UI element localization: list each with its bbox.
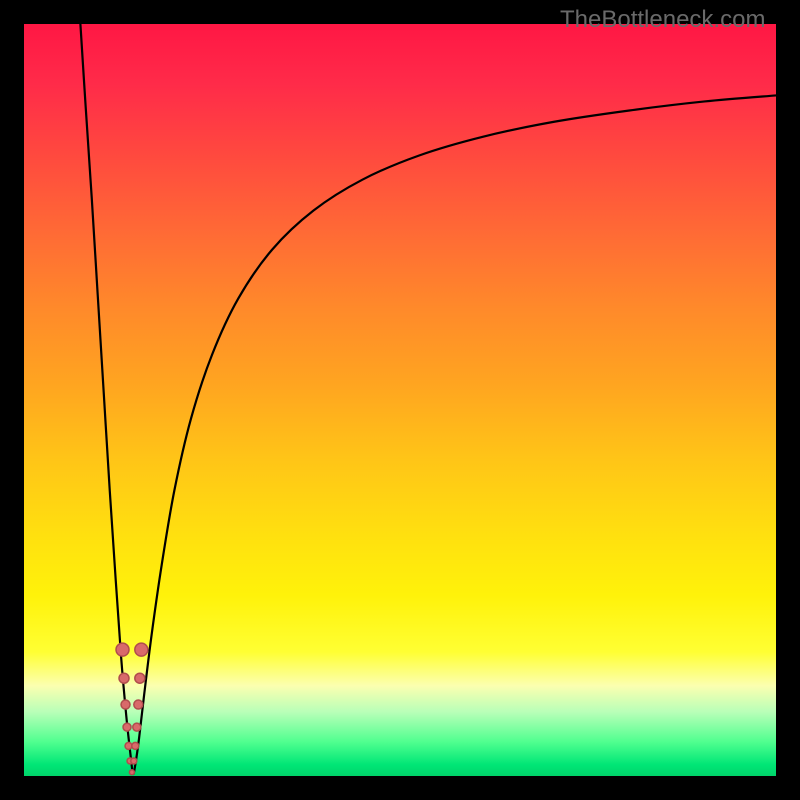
marker-dot (131, 758, 137, 764)
marker-dot (129, 770, 134, 775)
marker-dot (135, 673, 145, 683)
marker-dot (121, 700, 130, 709)
marker-dot (125, 742, 132, 749)
plot-background (24, 24, 776, 776)
marker-dot (133, 723, 141, 731)
marker-dot (132, 742, 139, 749)
marker-dot (116, 643, 129, 656)
watermark-text: TheBottleneck.com (560, 6, 765, 34)
chart-container: TheBottleneck.com (0, 0, 800, 800)
chart-svg (0, 0, 800, 800)
marker-dot (134, 700, 143, 709)
marker-dot (135, 643, 148, 656)
marker-dot (123, 723, 131, 731)
marker-dot (119, 673, 129, 683)
